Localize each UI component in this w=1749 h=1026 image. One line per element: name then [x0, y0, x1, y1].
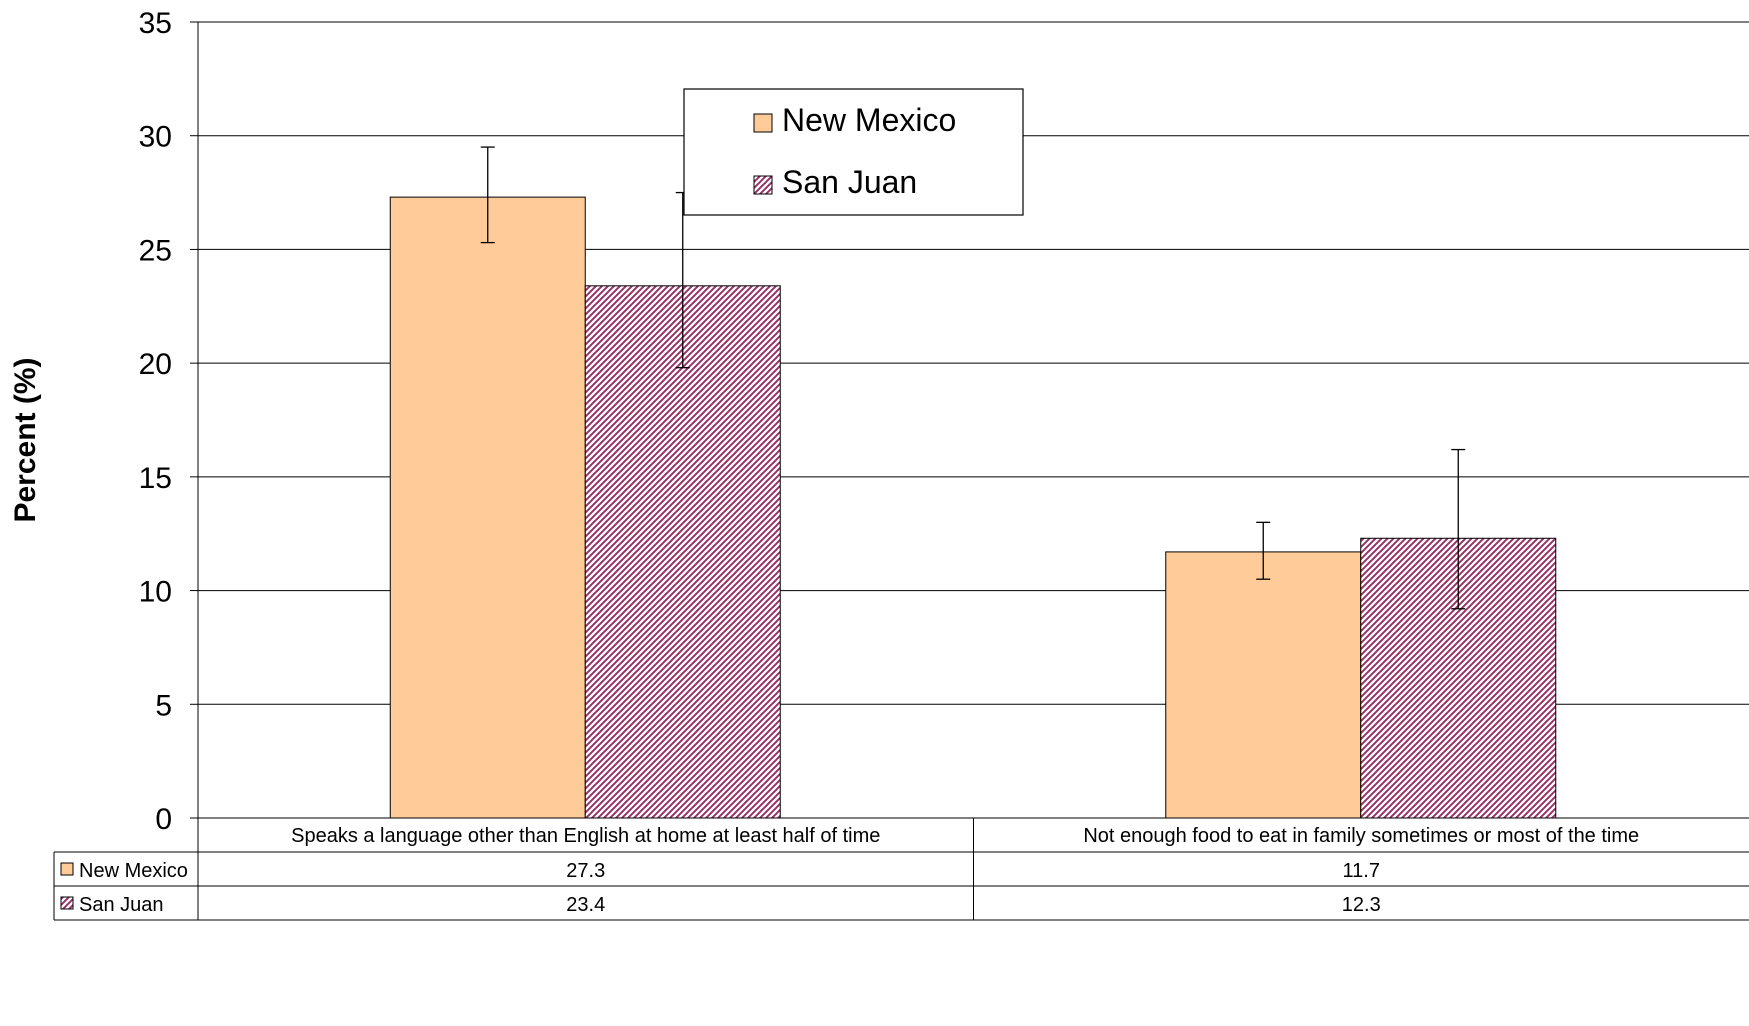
table-series-label: New Mexico [79, 860, 188, 882]
error-bars [480, 146, 1466, 610]
y-tick-label: 25 [139, 234, 172, 267]
bars [389, 196, 1557, 819]
table-value: 23.4 [566, 894, 605, 916]
legend-label: San Juan [782, 164, 917, 200]
table-value: 12.3 [1342, 894, 1381, 916]
bar-san-juan [584, 285, 781, 819]
y-axis-title-group: Percent (%) [9, 357, 42, 522]
y-tick-label: 0 [155, 803, 172, 836]
table-legend-swatch [60, 896, 74, 910]
bar-new-mexico [389, 196, 586, 819]
legend-swatch [753, 175, 773, 195]
table-value: 11.7 [1343, 860, 1380, 882]
legend-label: New Mexico [782, 102, 956, 138]
data-table: Speaks a language other than English at … [53, 818, 1749, 921]
y-tick-label: 20 [139, 348, 172, 381]
legend-swatch [753, 113, 773, 133]
table-legend-swatch [60, 862, 74, 876]
y-tick-label: 5 [155, 689, 172, 722]
y-tick-label: 15 [139, 462, 172, 495]
table-series-label: San Juan [79, 894, 164, 916]
table-category-label: Not enough food to eat in family sometim… [1083, 825, 1639, 847]
legend-box [683, 88, 1024, 216]
y-axis-title: Percent (%) [9, 357, 42, 522]
legend: New Mexico San Juan [683, 88, 1024, 216]
y-tick-label: 10 [139, 576, 172, 609]
y-tick-label: 30 [139, 121, 172, 154]
y-tick-label: 35 [139, 7, 172, 40]
bar-new-mexico [1165, 551, 1362, 819]
table-category-label: Speaks a language other than English at … [291, 825, 880, 847]
table-value: 27.3 [566, 860, 605, 882]
